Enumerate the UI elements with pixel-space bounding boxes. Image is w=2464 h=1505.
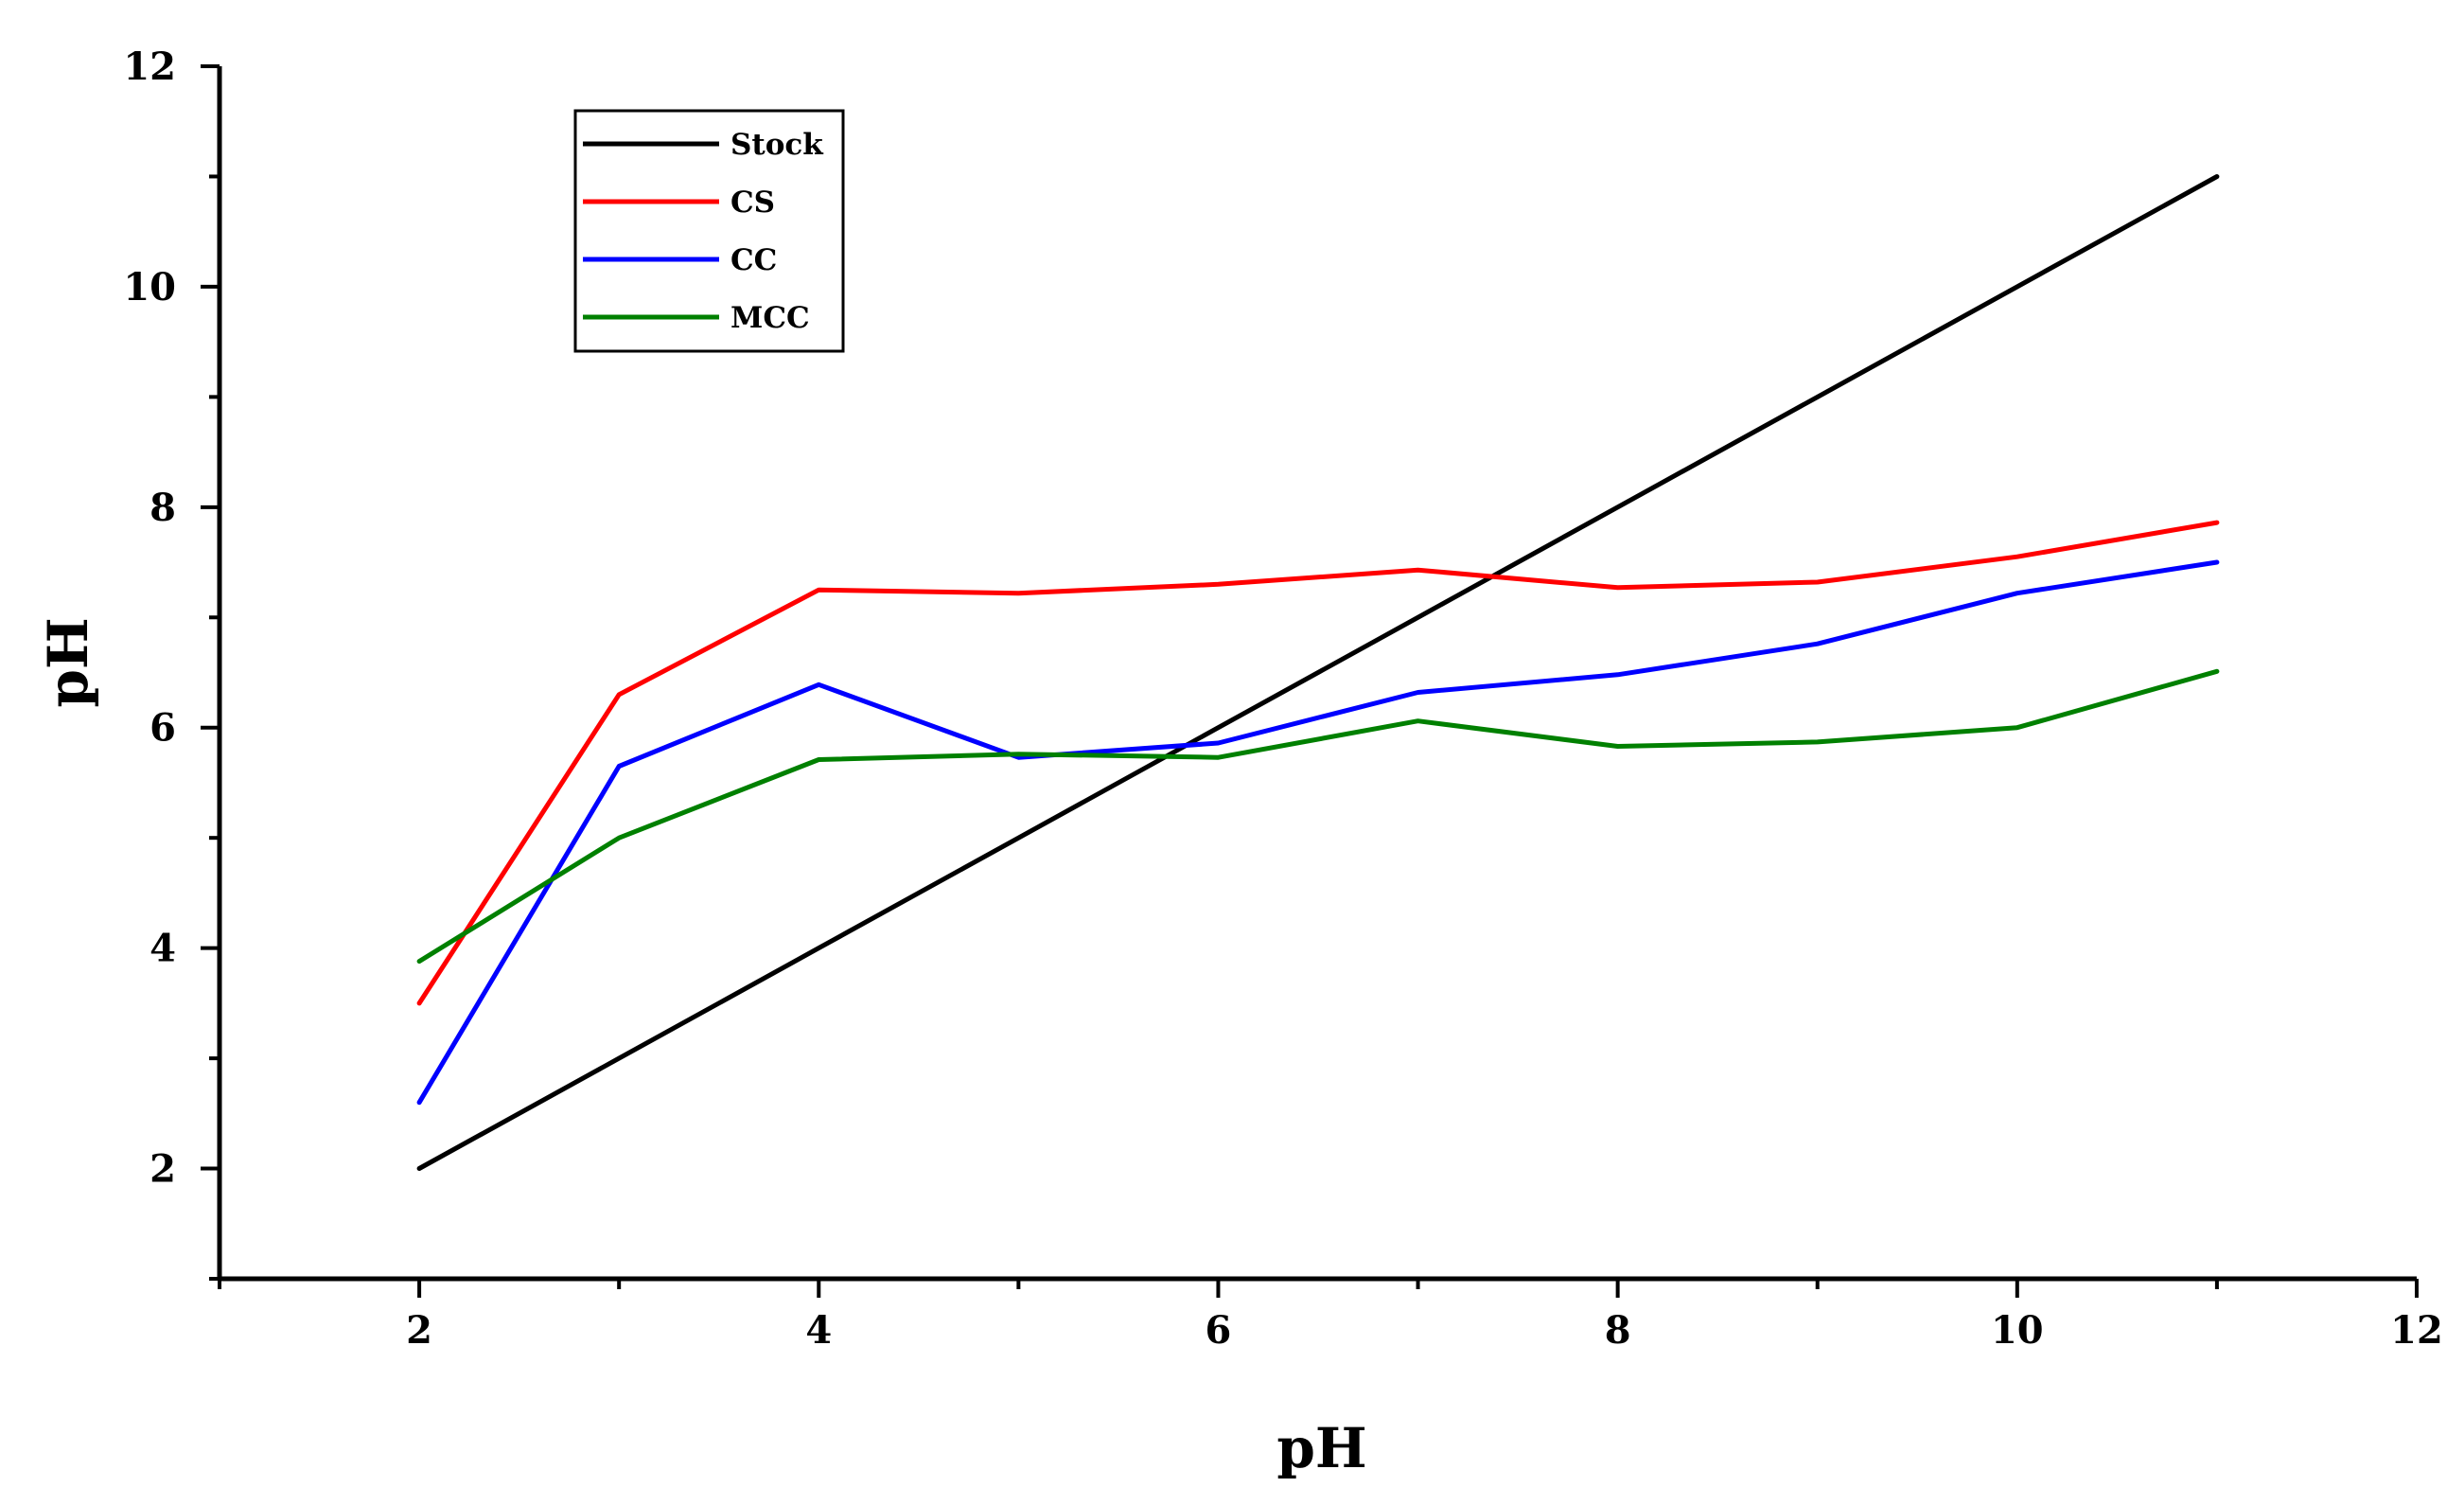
y-tick-label: 2 (150, 1147, 176, 1192)
legend: Stock CS CC MCC (573, 109, 845, 353)
x-axis-title: pH (1276, 1416, 1366, 1480)
axes-layer (217, 66, 2417, 1282)
x-tick-label: 12 (2390, 1308, 2443, 1353)
series-line-stock (416, 174, 2220, 1171)
y-tick-label: 10 (123, 265, 176, 310)
legend-label-cc: CC (730, 243, 777, 277)
series-layer (416, 174, 2220, 1171)
legend-box (573, 109, 845, 353)
x-tick-label: 4 (805, 1308, 832, 1353)
series-line-cc (416, 559, 2220, 1106)
x-tick-label: 6 (1206, 1308, 1232, 1353)
x-tick-label: 2 (406, 1308, 432, 1353)
x-tick-label: 8 (1605, 1308, 1631, 1353)
series-line-cs (416, 520, 2220, 1006)
series-line-mcc (416, 668, 2220, 965)
y-tick-label: 8 (150, 486, 176, 530)
y-axis-title: pH (36, 617, 100, 707)
y-tick-label: 4 (150, 927, 176, 971)
y-tick-label: 12 (123, 44, 176, 89)
y-tick-label: 6 (150, 706, 176, 751)
ticks-layer: 2 4 6 8 10 12 2 4 6 8 10 12 (123, 44, 2443, 1353)
legend-label-mcc: MCC (730, 301, 810, 335)
legend-label-stock: Stock (730, 128, 824, 162)
x-tick-label: 10 (1991, 1308, 2044, 1353)
legend-label-cs: CS (730, 186, 775, 220)
